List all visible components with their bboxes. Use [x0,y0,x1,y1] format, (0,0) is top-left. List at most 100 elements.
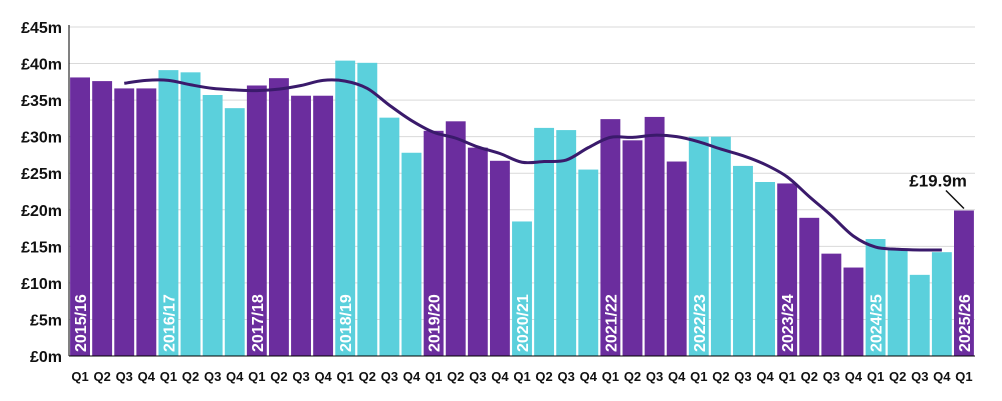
year-label: 2024/25 [869,294,886,352]
bar [291,95,311,357]
annotations: £19.9m [909,172,967,210]
x-tick-label: Q3 [469,369,486,384]
bar [224,108,245,356]
bar [534,127,555,356]
x-tick-label: Q1 [602,369,619,384]
year-label: 2015/16 [73,294,90,352]
bar [644,116,665,356]
bar [202,94,223,356]
bar [777,183,798,356]
annotation-leader-line [945,189,965,210]
x-tick-label: Q4 [668,369,686,384]
x-tick-label: Q4 [845,369,863,384]
year-label: 2018/19 [338,294,355,352]
bar [246,85,267,356]
year-label: 2023/24 [780,294,797,352]
y-axis-ticks: £0m £5m £10m £15m £20m £25m £30m £35m £40m £45m [21,20,62,366]
y-tick-label: £5m [30,312,62,329]
bar [931,252,952,356]
x-tick-label: Q4 [491,369,509,384]
bar [268,78,289,356]
bar [114,88,135,356]
y-tick-label: £35m [21,93,62,110]
bar [313,95,334,357]
bars [70,60,974,357]
x-tick-label: Q1 [690,369,707,384]
x-tick-label: Q4 [403,369,421,384]
x-tick-label: Q3 [911,369,928,384]
bar [70,77,90,357]
bar [666,161,687,356]
bar [578,169,599,356]
y-tick-label: £40m [21,57,62,74]
year-label: 2022/23 [692,294,709,352]
bar [136,88,157,356]
year-labels: 2015/16 2016/17 2017/18 2018/19 2019/20 2020/… [73,294,974,352]
x-tick-label: Q4 [756,369,774,384]
x-tick-label: Q4 [226,369,244,384]
bar [445,121,466,357]
x-tick-label: Q2 [270,369,287,384]
y-tick-label: £45m [21,20,62,37]
x-tick-label: Q1 [248,369,265,384]
axes [68,25,975,357]
bar [622,140,643,356]
x-tick-label: Q3 [823,369,840,384]
x-tick-label: Q2 [889,369,906,384]
x-tick-label: Q1 [425,369,442,384]
x-tick-label: Q3 [116,369,133,384]
y-tick-label: £0m [30,349,62,366]
x-tick-label: Q3 [204,369,221,384]
bar [512,221,532,356]
x-tick-label: Q4 [933,369,951,384]
x-tick-label: Q2 [624,369,641,384]
x-tick-label: Q1 [160,369,177,384]
y-tick-label: £20m [21,203,62,220]
x-tick-label: Q4 [138,369,156,384]
x-tick-label: Q2 [535,369,552,384]
year-label: 2021/22 [603,294,620,352]
bar [688,136,709,356]
x-tick-label: Q3 [292,369,309,384]
y-tick-label: £15m [21,239,62,256]
bar [909,274,930,356]
x-tick-label: Q3 [734,369,751,384]
x-tick-label: Q1 [778,369,795,384]
year-label: 2025/26 [957,294,974,352]
bar [92,81,113,356]
bar [423,130,444,356]
x-tick-label: Q2 [93,369,110,384]
bar [821,253,842,356]
y-tick-label: £25m [21,166,62,183]
annotation-label: £19.9m [909,172,967,191]
x-tick-label: Q1 [71,369,88,384]
bar [556,130,577,356]
bar [799,217,820,356]
bar [357,62,378,357]
bar [843,267,864,356]
trend-series-line [124,78,942,252]
x-axis-ticks: Q1 Q2 Q3 Q4 Q1 Q2 Q3 Q4 Q1 Q2 Q3 Q4 Q1 Q2 Q3 Q4 Q1 Q2 Q3 Q4… [71,369,972,384]
bar [954,210,974,356]
x-tick-label: Q2 [447,369,464,384]
bar [379,117,400,356]
x-tick-label: Q3 [646,369,663,384]
x-tick-label: Q3 [381,369,398,384]
bar [489,160,510,356]
x-tick-label: Q3 [558,369,575,384]
x-tick-label: Q1 [867,369,884,384]
x-tick-label: Q2 [359,369,376,384]
year-label: 2019/20 [427,294,444,352]
bar [710,136,731,356]
year-label: 2016/17 [161,294,178,352]
x-tick-label: Q4 [314,369,332,384]
y-tick-label: £10m [21,276,62,293]
x-tick-label: Q1 [955,369,972,384]
y-tick-label: £30m [21,130,62,147]
x-tick-label: Q2 [801,369,818,384]
bar [755,181,776,356]
x-tick-label: Q1 [337,369,354,384]
year-label: 2017/18 [250,294,267,352]
